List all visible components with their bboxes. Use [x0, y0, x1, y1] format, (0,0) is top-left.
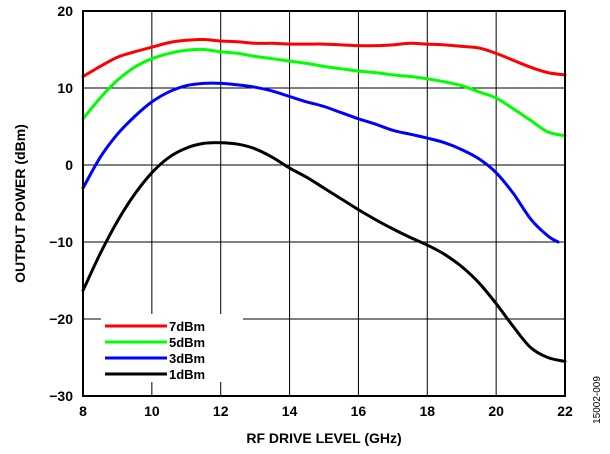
legend-label: 7dBm: [169, 319, 205, 334]
y-tick-label: −20: [49, 311, 73, 327]
series-line-5dbm: [81, 47, 567, 138]
series-line-1dbm: [81, 141, 567, 363]
x-tick-label: 8: [79, 403, 87, 419]
y-tick-label: 10: [57, 80, 73, 96]
x-tick-label: 10: [144, 403, 160, 419]
y-axis-label: OUTPUT POWER (dBm): [12, 124, 28, 283]
x-tick-label: 14: [282, 403, 298, 419]
series-lines: [81, 37, 567, 363]
series-line-7dbm: [81, 37, 567, 78]
y-tick-label: −10: [49, 234, 73, 250]
x-tick-label: 16: [351, 403, 367, 419]
x-tick-label: 20: [488, 403, 504, 419]
legend-label: 1dBm: [169, 367, 205, 382]
plot-frame: [82, 10, 566, 397]
x-axis-label: RF DRIVE LEVEL (GHz): [246, 430, 401, 446]
x-tick-labels: 8 10 12 14 16 18 20 22: [79, 403, 573, 419]
y-tick-label: 20: [57, 3, 73, 19]
y-tick-labels: 20 10 0 −10 −20 −30: [49, 3, 73, 404]
x-tick-label: 12: [213, 403, 229, 419]
legend-label: 3dBm: [169, 351, 205, 366]
legend-label: 5dBm: [169, 335, 205, 350]
figure-id: 15002-009: [592, 376, 603, 424]
y-tick-label: −30: [49, 388, 73, 404]
series-line-3dbm: [81, 81, 560, 244]
x-tick-label: 18: [419, 403, 435, 419]
y-tick-label: 0: [65, 157, 73, 173]
x-tick-label: 22: [557, 403, 573, 419]
